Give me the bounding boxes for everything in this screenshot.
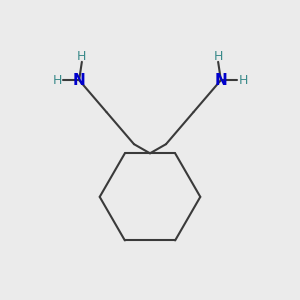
Text: H: H <box>238 74 248 87</box>
Text: H: H <box>52 74 62 87</box>
Text: N: N <box>214 73 227 88</box>
Text: H: H <box>213 50 223 63</box>
Text: H: H <box>77 50 87 63</box>
Text: N: N <box>73 73 85 88</box>
